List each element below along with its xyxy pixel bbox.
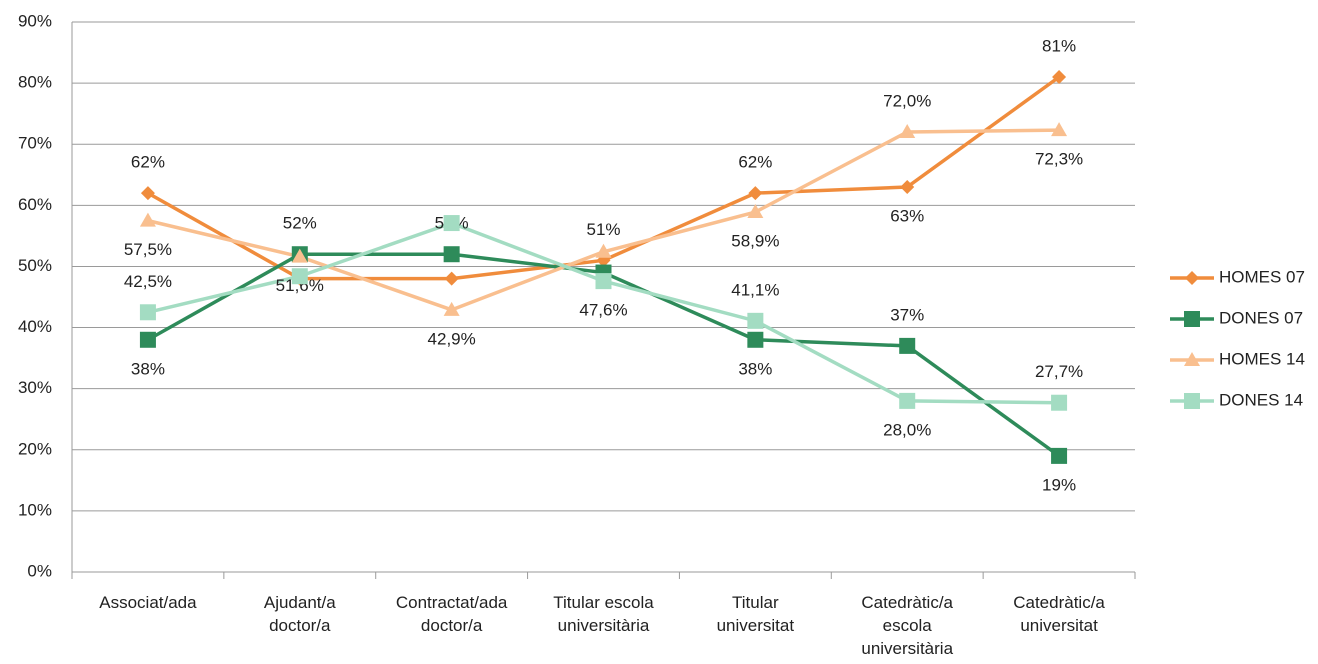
data-label: 63%: [890, 206, 924, 225]
legend-label: DONES 07: [1219, 308, 1303, 327]
data-point: [747, 331, 764, 348]
x-tick-label: Contractat/ada doctor/a: [395, 593, 508, 635]
x-tick-label: Titular escola universitària: [553, 593, 654, 635]
data-label: 72,0%: [883, 91, 931, 110]
legend-marker: [1185, 271, 1199, 285]
data-label: 47,6%: [579, 301, 627, 320]
data-point: [139, 331, 156, 348]
data-point: [443, 246, 460, 263]
legend-marker: [1184, 393, 1200, 409]
data-point: [747, 312, 764, 329]
data-label: 72,3%: [1035, 150, 1083, 169]
y-tick-label: 30%: [18, 378, 52, 397]
data-label: 37%: [890, 305, 924, 324]
data-point: [1051, 122, 1068, 137]
data-point: [595, 273, 612, 290]
data-point: [1051, 447, 1068, 464]
data-point: [748, 186, 763, 201]
x-tick-label: Titular universitat: [716, 593, 795, 635]
data-label: 62%: [738, 153, 772, 172]
y-tick-label: 90%: [18, 11, 52, 30]
legend-label: HOMES 14: [1219, 349, 1305, 368]
data-point: [139, 304, 156, 321]
legend-label: HOMES 07: [1219, 267, 1305, 286]
y-tick-label: 10%: [18, 500, 52, 519]
data-label: 51%: [586, 220, 620, 239]
data-label: 41,1%: [731, 280, 779, 299]
y-tick-label: 60%: [18, 195, 52, 214]
data-label: 42,9%: [428, 329, 476, 348]
data-label: 52%: [283, 214, 317, 233]
legend-label: DONES 14: [1219, 390, 1303, 409]
data-label: 62%: [131, 153, 165, 172]
x-tick-label: Ajudant/a doctor/a: [263, 593, 336, 635]
data-point: [899, 124, 916, 138]
y-tick-label: 50%: [18, 256, 52, 275]
x-tick-label: Associat/ada: [99, 593, 197, 612]
x-tick-label: Catedràtic/a escola universitària: [861, 593, 954, 658]
data-label: 38%: [738, 359, 772, 378]
data-label: 81%: [1042, 36, 1076, 55]
data-point: [1051, 394, 1068, 411]
legend-marker: [1184, 311, 1200, 327]
data-point: [1052, 70, 1067, 84]
data-label: 28,0%: [883, 420, 931, 439]
data-label: 19%: [1042, 475, 1076, 494]
data-point: [443, 215, 460, 232]
y-tick-label: 40%: [18, 317, 52, 336]
y-tick-label: 20%: [18, 439, 52, 458]
data-point: [140, 186, 155, 201]
data-point: [139, 212, 156, 227]
legend-marker: [1184, 352, 1200, 366]
data-point: [747, 204, 764, 219]
data-point: [900, 180, 915, 194]
data-label: 42,5%: [124, 272, 172, 291]
data-point: [291, 248, 308, 263]
data-point: [899, 392, 916, 409]
data-label: 58,9%: [731, 232, 779, 251]
data-point: [899, 337, 916, 354]
data-label: 27,7%: [1035, 362, 1083, 381]
data-point: [291, 268, 308, 285]
data-label: 57,5%: [124, 240, 172, 259]
data-label: 51,6%: [276, 276, 324, 295]
data-point: [444, 271, 459, 286]
x-tick-label: Catedràtic/a universitat: [1013, 593, 1105, 635]
data-label: 38%: [131, 359, 165, 378]
data-point: [443, 301, 460, 316]
y-tick-label: 80%: [18, 73, 52, 92]
y-tick-label: 0%: [27, 561, 52, 580]
y-tick-label: 70%: [18, 134, 52, 153]
data-point: [595, 243, 612, 258]
